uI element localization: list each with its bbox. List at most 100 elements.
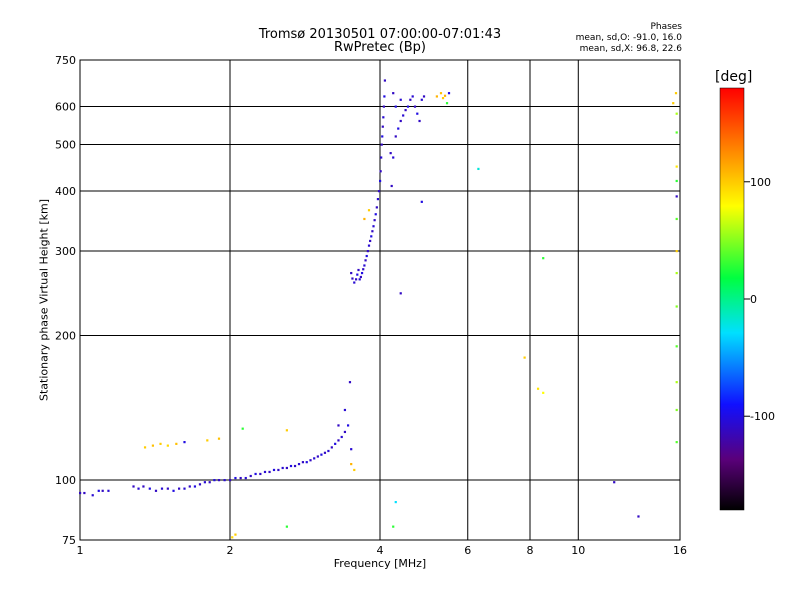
data-point xyxy=(399,292,402,295)
data-point xyxy=(353,468,356,472)
data-point xyxy=(285,429,288,432)
data-point xyxy=(346,424,350,427)
data-point xyxy=(380,143,383,146)
data-point xyxy=(188,485,191,488)
data-point xyxy=(523,356,526,359)
data-point xyxy=(675,195,678,198)
data-point xyxy=(350,462,353,466)
data-point xyxy=(675,112,678,115)
data-point xyxy=(416,112,419,115)
data-point xyxy=(337,424,340,427)
data-point xyxy=(383,95,386,98)
data-point xyxy=(217,437,221,440)
data-point xyxy=(263,470,267,474)
x-tick-label: 1 xyxy=(77,544,84,557)
data-point xyxy=(316,455,319,458)
data-point xyxy=(177,487,181,490)
data-point xyxy=(259,472,262,476)
data-point xyxy=(390,184,393,188)
data-point xyxy=(327,449,330,453)
data-point xyxy=(330,446,333,449)
data-point xyxy=(343,430,347,434)
data-point xyxy=(208,481,211,484)
data-point xyxy=(239,476,242,480)
colorbar-tick-label: 0 xyxy=(750,293,757,306)
y-tick-label: 75 xyxy=(62,534,76,547)
data-point xyxy=(373,219,376,222)
colorbar-tick-label: -100 xyxy=(750,410,775,423)
data-point xyxy=(229,479,232,482)
data-point xyxy=(107,489,110,492)
y-tick-label: 200 xyxy=(55,330,76,343)
data-point xyxy=(675,179,678,183)
data-point xyxy=(334,442,337,445)
data-point xyxy=(285,525,288,528)
data-point xyxy=(166,444,169,447)
x-tick-label: 16 xyxy=(673,544,687,557)
data-point xyxy=(79,491,82,495)
data-point xyxy=(447,92,451,95)
data-point xyxy=(268,470,271,474)
data-point xyxy=(542,257,545,260)
data-point xyxy=(241,427,244,430)
data-point xyxy=(441,97,445,100)
data-point xyxy=(381,125,384,128)
data-point xyxy=(289,464,293,468)
data-point xyxy=(272,468,276,472)
data-point xyxy=(363,217,366,221)
colorbar-tick-label: 100 xyxy=(750,176,771,189)
data-point xyxy=(382,116,385,119)
data-point xyxy=(183,441,186,444)
data-point xyxy=(305,461,308,464)
data-point xyxy=(356,273,359,276)
data-point xyxy=(394,105,397,108)
data-point xyxy=(357,268,360,272)
data-point xyxy=(350,448,353,451)
data-point xyxy=(394,135,397,138)
data-point xyxy=(392,156,395,159)
y-tick-label: 100 xyxy=(55,474,76,487)
data-point xyxy=(353,281,356,284)
data-point xyxy=(672,102,675,105)
data-point xyxy=(420,200,423,203)
y-tick-label: 750 xyxy=(55,54,76,67)
data-point xyxy=(675,381,678,384)
data-point xyxy=(244,476,247,480)
data-point xyxy=(637,515,640,518)
chart-title: Tromsø 20130501 07:00:00-07:01:43 xyxy=(258,27,502,42)
data-point xyxy=(166,487,169,490)
data-point xyxy=(143,446,147,449)
data-point xyxy=(358,278,361,281)
phase-stats-o: mean, sd,O: -91.0, 16.0 xyxy=(575,33,682,43)
data-point xyxy=(382,105,385,108)
data-point xyxy=(675,165,678,168)
data-point xyxy=(399,98,402,101)
colorbar-label: [deg] xyxy=(715,69,753,85)
y-tick-label: 300 xyxy=(55,245,76,258)
data-point xyxy=(420,98,423,101)
data-point xyxy=(91,494,94,497)
x-axis-label: Frequency [MHz] xyxy=(333,557,427,570)
data-point xyxy=(301,461,305,464)
phase-stats-x: mean, sd,X: 96.8, 22.6 xyxy=(579,44,682,54)
data-point xyxy=(445,102,449,105)
x-tick-label: 10 xyxy=(571,544,585,557)
data-point xyxy=(367,209,371,212)
data-point xyxy=(348,381,352,384)
data-point xyxy=(234,533,237,536)
data-point xyxy=(154,489,158,492)
data-point xyxy=(142,485,145,488)
data-point xyxy=(234,476,237,480)
data-point xyxy=(217,479,221,482)
data-point xyxy=(542,391,545,394)
data-point xyxy=(249,474,252,478)
data-point xyxy=(477,167,480,171)
data-point xyxy=(132,485,135,488)
data-point xyxy=(97,489,100,492)
data-point xyxy=(675,131,678,134)
data-point xyxy=(213,479,216,482)
data-point xyxy=(206,439,209,442)
data-point xyxy=(193,485,197,488)
data-point xyxy=(343,408,347,412)
data-point xyxy=(675,305,678,308)
